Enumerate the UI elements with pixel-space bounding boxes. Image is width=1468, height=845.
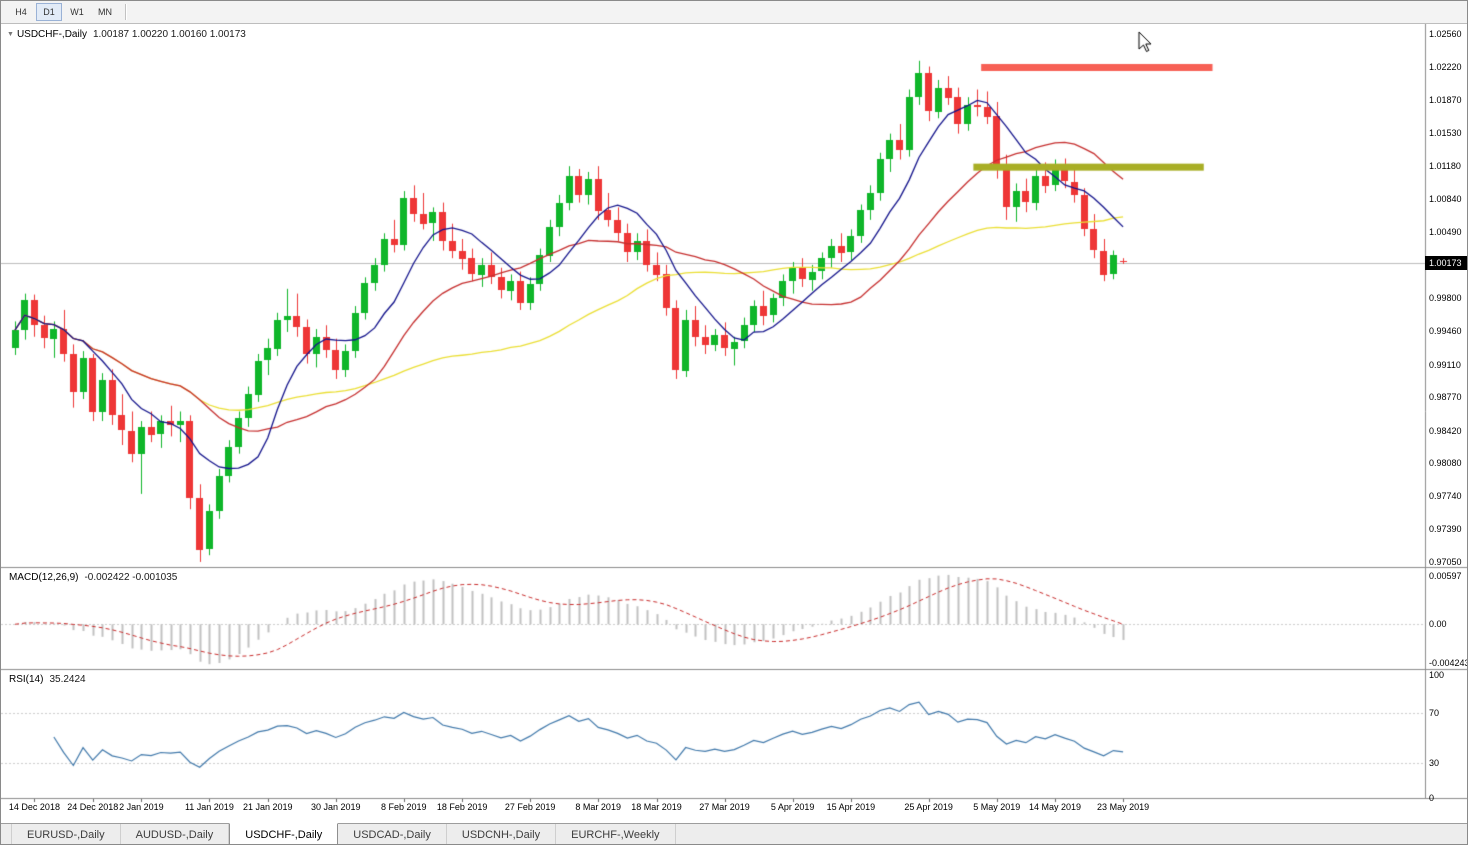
timeframe-button-w1[interactable]: W1 (64, 3, 90, 21)
price-axis-label: 0.97740 (1429, 490, 1462, 501)
price-axis-label: 0.99110 (1429, 359, 1461, 370)
price-axis-label: 1.00840 (1429, 193, 1462, 204)
chevron-down-icon[interactable]: ▼ (7, 31, 14, 38)
date-axis-label: 25 Apr 2019 (904, 802, 953, 812)
timeframe-button-h4[interactable]: H4 (8, 3, 34, 21)
toolbar-separator (125, 4, 127, 20)
timeframe-button-d1[interactable]: D1 (36, 3, 62, 21)
price-axis-label: 1.00490 (1429, 227, 1462, 238)
tab-eurusd-daily[interactable]: EURUSD-,Daily (11, 824, 121, 844)
rsi-name: RSI(14) (9, 674, 44, 685)
price-axis-label: 0.98080 (1429, 458, 1462, 469)
date-axis-label: 21 Jan 2019 (242, 802, 293, 812)
date-axis-label: 15 Apr 2019 (826, 802, 876, 812)
date-axis-label: 11 Jan 2019 (184, 802, 234, 812)
macd-values: -0.002422 -0.001035 (84, 572, 178, 583)
current-price-value: 1.00173 (1429, 257, 1462, 268)
price-axis-label: 1.02220 (1429, 61, 1462, 72)
macd-axis-label: 0.00597 (1429, 571, 1462, 581)
date-axis-label: 8 Feb 2019 (381, 802, 427, 812)
current-price-box: 1.00173 (1425, 255, 1467, 270)
tab-eurchf-weekly[interactable]: EURCHF-,Weekly (556, 824, 676, 844)
timeframe-toolbar: H4 D1 W1 MN (1, 1, 1467, 24)
date-axis-label: 14 May 2019 (1029, 802, 1082, 812)
date-axis-label: 14 Dec 2018 (8, 802, 60, 812)
price-axis-label: 1.01530 (1429, 127, 1462, 138)
date-axis-label: 23 May 2019 (1097, 802, 1150, 812)
date-axis-label: 2 Jan 2019 (119, 802, 164, 812)
rsi-axis-label: 0 (1429, 793, 1435, 803)
rsi-indicator-label: RSI(14) 35.2424 (9, 674, 86, 685)
chart-symbol-label: ▼ USDCHF-,Daily 1.00187 1.00220 1.00160 1.… (7, 29, 246, 40)
date-axis-label: 18 Feb 2019 (436, 802, 488, 812)
price-axis-label: 1.01180 (1429, 161, 1461, 172)
tab-audusd-daily[interactable]: AUDUSD-,Daily (121, 824, 230, 844)
symbol-title: USDCHF-,Daily (16, 29, 87, 40)
tab-usdcad-daily[interactable]: USDCAD-,Daily (338, 824, 447, 844)
date-axis-label: 27 Mar 2019 (699, 802, 750, 812)
date-axis-label: 5 Apr 2019 (770, 802, 815, 812)
ohlc-values: 1.00187 1.00220 1.00160 1.00173 (92, 29, 246, 40)
price-axis-label: 0.97390 (1429, 524, 1462, 535)
price-axis-label: 0.98420 (1429, 425, 1462, 436)
rsi-axis-label: 100 (1429, 670, 1445, 681)
price-chart-canvas[interactable] (1, 24, 1467, 823)
date-axis-label: 5 May 2019 (973, 802, 1021, 812)
date-axis-label: 27 Feb 2019 (504, 802, 556, 812)
price-axis-label: 0.97050 (1429, 556, 1462, 567)
date-axis-label: 8 Mar 2019 (575, 802, 621, 812)
macd-axis-label: -0.004243 (1429, 658, 1468, 668)
price-axis-label: 0.99800 (1429, 293, 1462, 304)
timeframe-button-mn[interactable]: MN (92, 3, 118, 21)
rsi-value: 35.2424 (49, 674, 86, 685)
date-axis-label: 24 Dec 2018 (67, 802, 119, 812)
price-axis-label: 1.01870 (1429, 95, 1462, 106)
chart-tab-bar: EURUSD-,Daily AUDUSD-,Daily USDCHF-,Dail… (1, 823, 1467, 844)
price-axis-label: 1.02560 (1429, 28, 1462, 39)
tab-usdcnh-daily[interactable]: USDCNH-,Daily (447, 824, 557, 844)
tab-usdchf-daily[interactable]: USDCHF-,Daily (229, 823, 339, 844)
macd-axis-label: 0.00 (1429, 619, 1447, 630)
price-axis-label: 0.99460 (1429, 326, 1462, 336)
rsi-axis-label: 30 (1429, 757, 1440, 768)
price-axis-label: 0.98770 (1429, 392, 1462, 403)
rsi-axis-label: 70 (1429, 707, 1440, 718)
macd-indicator-label: MACD(12,26,9) -0.002422 -0.001035 (9, 572, 177, 583)
date-axis-label: 30 Jan 2019 (310, 802, 361, 812)
macd-name: MACD(12,26,9) (9, 572, 79, 583)
date-axis-label: 18 Mar 2019 (631, 802, 682, 812)
